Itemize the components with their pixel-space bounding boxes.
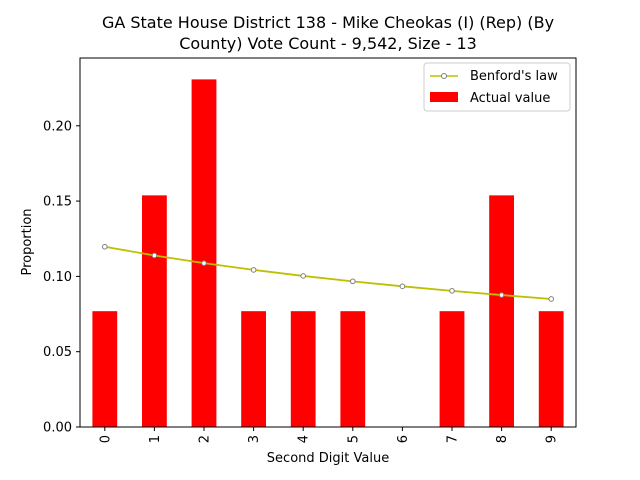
benford-line xyxy=(104,245,552,300)
x-tick-label-6: 6 xyxy=(396,435,411,443)
chart-title-line-2: County) Vote Count - 9,542, Size - 13 xyxy=(179,34,477,53)
x-axis-label: Second Digit Value xyxy=(267,451,389,466)
y-tick-label-0: 0.00 xyxy=(43,421,72,436)
x-axis: 0 1 2 3 4 5 6 7 8 9 xyxy=(98,427,560,443)
x-tick-label-2: 2 xyxy=(198,435,213,443)
benford-point-5 xyxy=(350,278,356,285)
bar-0 xyxy=(92,311,118,427)
bar-2 xyxy=(191,79,217,427)
benford-point-9 xyxy=(548,296,555,302)
legend-swatch-actual xyxy=(430,92,458,102)
x-tick-label-4: 4 xyxy=(297,435,312,443)
bar-group xyxy=(92,79,564,427)
legend-label-benford: Benford's law xyxy=(470,69,558,84)
benford-point-2 xyxy=(201,260,207,266)
benford-line-group xyxy=(102,243,555,302)
x-tick-label-0: 0 xyxy=(98,435,113,443)
chart-title-line-1: GA State House District 138 - Mike Cheok… xyxy=(102,13,554,32)
x-tick-label-3: 3 xyxy=(247,435,262,443)
benford-point-4 xyxy=(300,273,307,279)
x-tick-label-7: 7 xyxy=(446,435,461,443)
bar-3 xyxy=(241,311,266,427)
benford-point-7 xyxy=(449,288,455,294)
x-tick-label-1: 1 xyxy=(148,435,163,443)
benford-point-3 xyxy=(250,267,257,273)
y-tick-label-4: 0.20 xyxy=(43,119,72,134)
y-tick-label-1: 0.05 xyxy=(43,345,72,360)
bar-9 xyxy=(538,311,564,427)
benford-point-8 xyxy=(498,292,505,298)
legend-box xyxy=(423,62,571,112)
x-tick-label-9: 9 xyxy=(545,435,560,443)
bar-1 xyxy=(142,195,167,427)
x-tick-label-8: 8 xyxy=(495,435,510,443)
bar-4 xyxy=(290,311,316,427)
legend-label-actual: Actual value xyxy=(470,91,550,106)
y-tick-label-2: 0.10 xyxy=(43,270,72,285)
benford-point-0 xyxy=(102,243,108,250)
y-axis: 0.00 0.05 0.10 0.15 0.20 xyxy=(43,119,80,436)
legend: Benford's law Actual value xyxy=(423,62,571,112)
y-tick-label-3: 0.15 xyxy=(43,195,72,210)
bar-7 xyxy=(439,311,465,427)
benford-point-1 xyxy=(151,252,158,259)
plot-frame xyxy=(79,57,577,428)
x-tick-label-5: 5 xyxy=(346,435,361,443)
bar-5 xyxy=(340,311,366,427)
y-axis-label: Proportion xyxy=(20,208,35,275)
legend-swatch-benford-marker xyxy=(441,73,447,79)
bar-8 xyxy=(489,195,514,427)
benford-point-6 xyxy=(399,283,406,290)
